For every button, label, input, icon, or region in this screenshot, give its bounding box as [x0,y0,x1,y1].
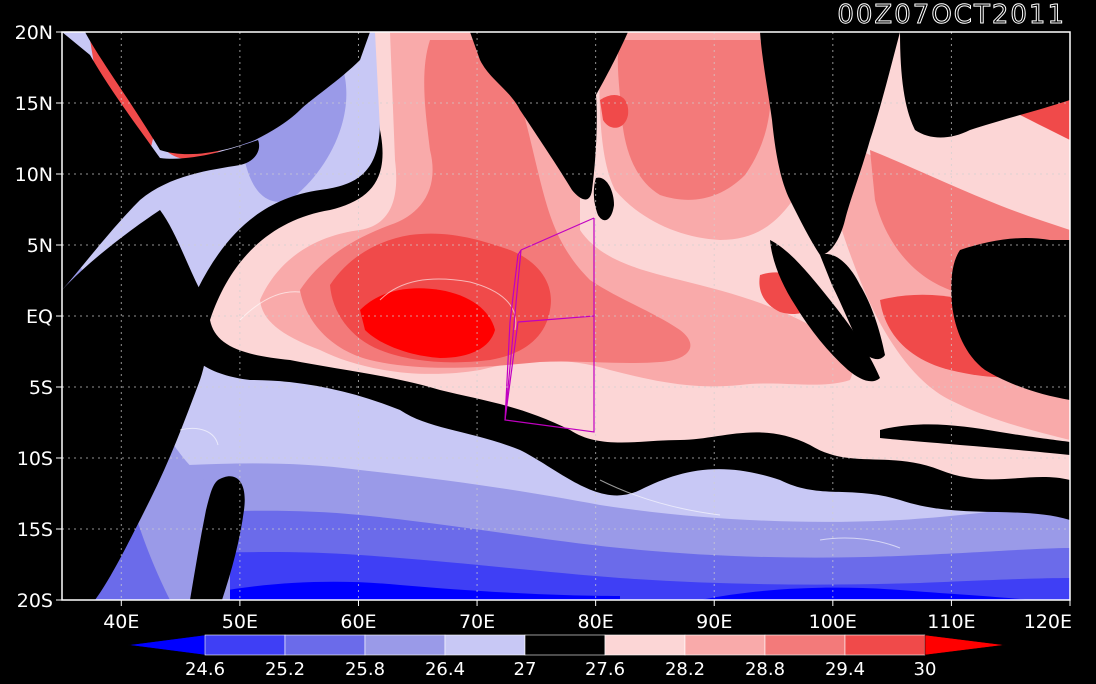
lon-label: 50E [222,611,258,633]
colorbar-label: 25.2 [265,659,305,680]
lon-label: 60E [340,611,376,633]
region-box-top [520,217,595,251]
lon-label: 80E [578,611,614,633]
latitude-labels: 20N 15N 10N 5N EQ 5S 10S 15S 20S [15,22,62,612]
lat-label: 15N [15,93,53,115]
colorbar-swatch [204,634,286,656]
lon-label: 90E [696,611,732,633]
lat-label: 20N [15,22,53,44]
colorbar-label: 28.2 [665,659,705,680]
lat-label: 10S [17,448,53,470]
lon-label: 110E [927,611,975,633]
colorbar: 24.6 25.2 25.8 26.4 27 27.6 28.2 28.8 29.4 30 [127,634,1006,680]
colorbar-label: 26.4 [425,659,465,680]
colorbar-swatch [524,634,606,656]
lon-label: 120E [1024,611,1072,633]
sst-field [62,32,1070,600]
colorbar-swatch [444,634,526,656]
colorbar-swatch [764,634,846,656]
colorbar-label: 27 [514,659,537,680]
colorbar-label: 28.8 [745,659,785,680]
lat-label: 5S [29,377,53,399]
region-box-east [504,315,595,433]
colorbar-arrow-high [924,634,1006,656]
lon-label: 40E [103,611,139,633]
colorbar-arrow-low [127,634,206,656]
colorbar-label: 27.6 [585,659,625,680]
colorbar-swatch [604,634,686,656]
region-box-west [504,249,522,421]
map-title: 00Z07OCT2011 [837,0,1066,31]
colorbar-label: 30 [914,659,937,680]
colorbar-swatch [364,634,446,656]
colorbar-swatch [844,634,926,656]
colorbar-swatch [284,634,366,656]
longitude-labels: 40E 50E 60E 70E 80E 90E 100E 110E 120E [103,600,1072,633]
lat-label: 15S [17,519,53,541]
graticule [62,32,1070,600]
lat-label: 10N [15,164,53,186]
colorbar-swatch [684,634,766,656]
lat-label: 5N [27,235,53,257]
colorbar-label: 24.6 [185,659,225,680]
contour-lines [179,278,901,549]
lon-label: 100E [809,611,857,633]
lat-label: 20S [17,590,53,612]
colorbar-label: 25.8 [345,659,385,680]
land [62,32,1070,600]
lat-label: EQ [26,306,53,328]
lon-label: 70E [459,611,495,633]
colorbar-label: 29.4 [825,659,865,680]
